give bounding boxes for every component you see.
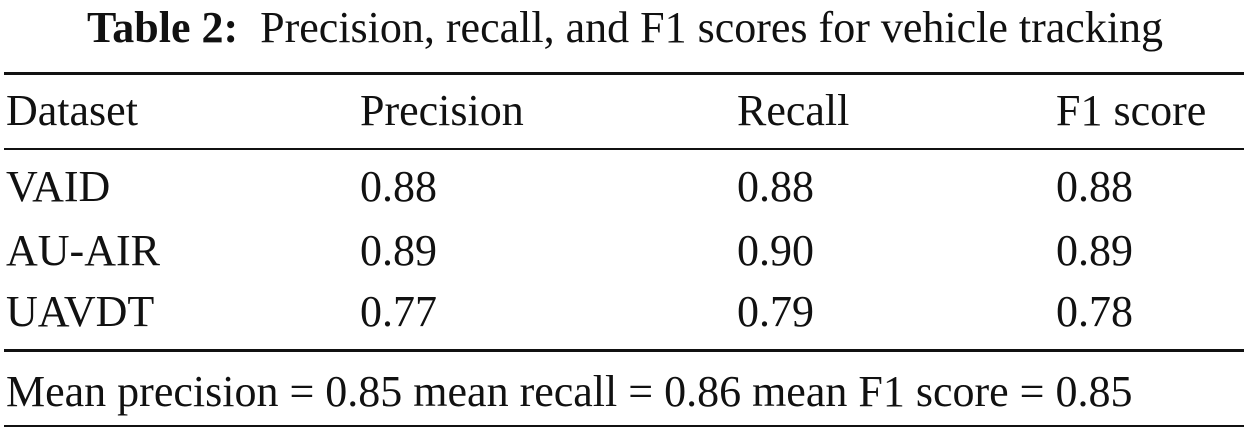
table-caption: Table 2: Precision, recall, and F1 score… bbox=[0, 0, 1250, 60]
table-row: VAID 0.88 0.88 0.88 bbox=[0, 159, 1250, 215]
header-dataset: Dataset bbox=[6, 86, 138, 135]
header-recall: Recall bbox=[737, 86, 850, 135]
cell-precision: 0.88 bbox=[360, 162, 437, 211]
cell-dataset: AU-AIR bbox=[6, 226, 160, 275]
table-row: UAVDT 0.77 0.79 0.78 bbox=[0, 284, 1250, 340]
table-row: AU-AIR 0.89 0.90 0.89 bbox=[0, 223, 1250, 279]
cell-f1-score: 0.89 bbox=[1056, 226, 1133, 275]
header-f1-score: F1 score bbox=[1056, 86, 1207, 135]
table-caption-text: Precision, recall, and F1 scores for veh… bbox=[260, 3, 1164, 52]
table-bottom-rule bbox=[4, 349, 1244, 352]
header-precision: Precision bbox=[360, 86, 524, 135]
cell-dataset: VAID bbox=[6, 162, 111, 211]
table-caption-label: Table 2: bbox=[86, 3, 239, 52]
cell-dataset: UAVDT bbox=[6, 287, 155, 336]
cell-precision: 0.89 bbox=[360, 226, 437, 275]
table-footnote: Mean precision = 0.85 mean recall = 0.86… bbox=[6, 367, 1133, 416]
cell-f1-score: 0.78 bbox=[1056, 287, 1133, 336]
cell-recall: 0.90 bbox=[737, 226, 814, 275]
cell-f1-score: 0.88 bbox=[1056, 162, 1133, 211]
table-end-rule bbox=[4, 425, 1244, 427]
cell-recall: 0.88 bbox=[737, 162, 814, 211]
cell-precision: 0.77 bbox=[360, 287, 437, 336]
cell-recall: 0.79 bbox=[737, 287, 814, 336]
table-header-rule bbox=[4, 148, 1244, 150]
table-header-row: Dataset Precision Recall F1 score bbox=[0, 83, 1250, 139]
table-top-rule bbox=[4, 72, 1244, 75]
